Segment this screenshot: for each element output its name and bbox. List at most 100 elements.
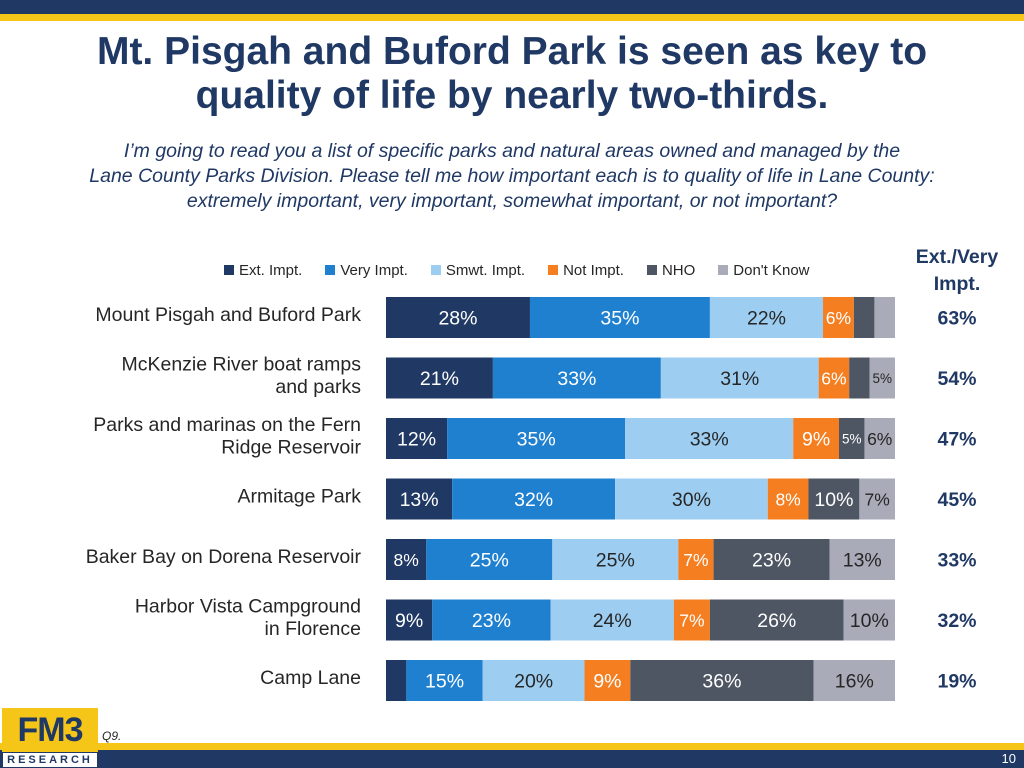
bar-segment-don-t-know [813, 660, 895, 701]
category-label-line: and parks [275, 376, 361, 398]
bar-segment-smwt-impt [550, 599, 674, 641]
title-line-1: Mt. Pisgah and Buford Park is seen as ke… [96, 30, 928, 73]
bar-segment-don-t-know [874, 297, 895, 338]
totals-header-line-2: Impt. [933, 273, 981, 295]
question-footnote: Q9. [102, 729, 122, 743]
bottom-gold-bar [0, 743, 1024, 750]
category-label-line: Mount Pisgah and Buford Park [95, 304, 361, 326]
fm3-research-logo: FM3 RESEARCH [2, 708, 98, 768]
data-label: 23% [472, 610, 511, 632]
data-label: 15% [425, 671, 464, 693]
bar-segment-don-t-know [859, 478, 895, 520]
data-label: 23% [752, 550, 791, 572]
data-label: 8% [394, 550, 419, 570]
data-label: 7% [679, 610, 704, 630]
legend-label-nho: NHO [661, 261, 696, 279]
bar-segment-smwt-impt [660, 357, 819, 399]
data-label: 22% [747, 308, 786, 330]
data-label: 16% [835, 671, 874, 693]
bar-segment-not-impt [823, 297, 854, 338]
data-label: 25% [470, 550, 509, 572]
category-label-line: Camp Lane [260, 667, 361, 689]
legend-item-ext-impt: Ext. Impt. [224, 262, 302, 279]
chart-legend: Ext. Impt. Very Impt. Smwt. Impt. Not Impt.… [224, 260, 810, 280]
question-line-3: extremely important, very important, som… [186, 190, 838, 212]
data-label: 13% [400, 489, 439, 511]
bar-segment-smwt-impt [709, 297, 824, 338]
legend-swatch-ext-impt [224, 265, 234, 275]
legend-label-smwt-impt: Smwt. Impt. [445, 261, 526, 279]
bar-segment-nho [709, 599, 844, 641]
bar-segment-very-impt [426, 539, 553, 580]
legend-label-ext-impt: Ext. Impt. [239, 261, 303, 279]
data-label: 9% [802, 429, 830, 451]
bar-segment-smwt-impt [615, 478, 768, 520]
data-label: 30% [672, 489, 711, 511]
category-label: Mount Pisgah and Buford Park [95, 304, 361, 326]
data-label: 10% [850, 610, 889, 632]
legend-swatch-not-impt [548, 265, 559, 275]
data-label: 25% [596, 550, 635, 572]
top-gold-bar [0, 14, 1024, 21]
bar-segment-don-t-know [843, 599, 895, 641]
survey-question: I’m going to read you a list of specific… [20, 139, 1004, 214]
total-label: 19% [937, 671, 976, 693]
legend-swatch-smwt-impt [430, 265, 441, 275]
bar-segment-very-impt [529, 297, 710, 338]
data-label: 28% [438, 308, 477, 330]
slide-title: Mt. Pisgah and Buford Park is seen as ke… [20, 30, 1004, 118]
data-label: 9% [395, 610, 423, 632]
question-line-1: I’m going to read you a list of specific… [123, 140, 901, 162]
bar-segment-very-impt [406, 660, 483, 701]
legend-item-not-impt: Not Impt. [548, 262, 624, 279]
data-label: 5% [873, 371, 893, 386]
total-label: 45% [937, 489, 976, 511]
data-label: 26% [757, 610, 796, 632]
data-label: 6% [867, 429, 892, 449]
category-label-line: Harbor Vista Campground [135, 596, 361, 618]
data-label: 6% [821, 368, 846, 388]
bar-segment-ext-impt [386, 599, 433, 641]
bar-segment-don-t-know [869, 357, 895, 399]
category-label-line: Ridge Reservoir [221, 437, 361, 459]
category-label: Armitage Park [237, 486, 361, 508]
data-label: 12% [397, 429, 436, 451]
title-line-2: quality of life by nearly two-thirds. [195, 74, 829, 117]
bar-segment-very-impt [452, 478, 616, 520]
bar-segment-don-t-know [829, 539, 895, 580]
bar-segment-nho [713, 539, 830, 580]
data-label: 6% [826, 308, 851, 328]
legend-swatch-nho [646, 265, 657, 275]
bar-segment-ext-impt [386, 660, 407, 701]
data-label: 31% [720, 368, 759, 390]
question-line-2: Lane County Parks Division. Please tell … [89, 165, 935, 187]
bar-segment-not-impt [584, 660, 631, 701]
legend-label-don-t-know: Don't Know [733, 261, 810, 279]
data-label: 9% [593, 671, 621, 693]
bar-segment-nho [839, 418, 865, 459]
logo-fm3-text: FM3 [17, 711, 84, 749]
total-label: 33% [937, 550, 976, 572]
bar-segment-smwt-impt [552, 539, 679, 580]
bar-segment-ext-impt [386, 357, 493, 399]
bar-segment-very-impt [492, 357, 661, 399]
category-label-line: Armitage Park [237, 486, 361, 508]
category-label: Harbor Vista Campground in Florence [135, 596, 361, 641]
bar-segment-not-impt [678, 539, 714, 580]
category-label-line: Parks and marinas on the Fern [93, 414, 361, 436]
data-label: 10% [814, 489, 853, 511]
total-label: 54% [937, 368, 976, 390]
data-label: 7% [683, 550, 708, 570]
data-label: 5% [842, 431, 862, 446]
bar-segment-ext-impt [386, 418, 448, 459]
bar-segment-very-impt [432, 599, 551, 641]
total-label: 32% [937, 610, 976, 632]
data-label: 21% [420, 368, 459, 390]
legend-item-smwt-impt: Smwt. Impt. [430, 261, 526, 279]
bar-segment-ext-impt [386, 478, 453, 520]
data-label: 35% [600, 308, 639, 330]
bar-segment-very-impt [447, 418, 626, 459]
data-label: 8% [775, 489, 800, 509]
page-number: 10 [1001, 751, 1016, 766]
bar-segment-nho [849, 357, 870, 399]
